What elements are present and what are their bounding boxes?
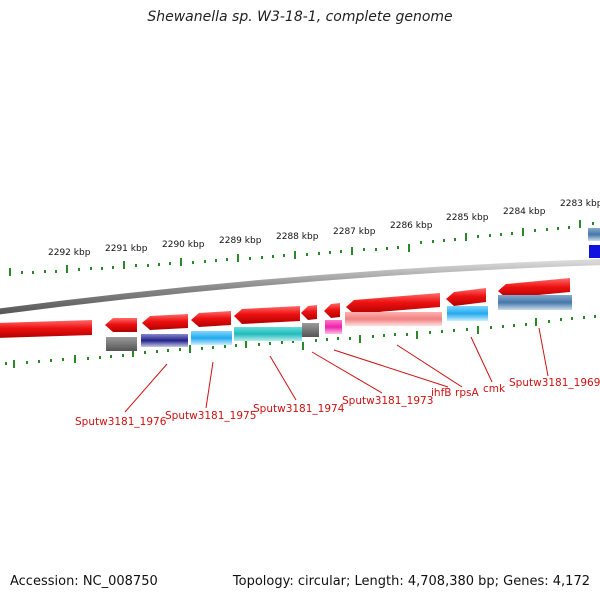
gene-label[interactable]: Sputw3181_1973: [342, 395, 433, 407]
feature-blue-edge[interactable]: [589, 245, 600, 258]
kbp-label: 2285 kbp: [446, 213, 489, 223]
cog-box-gray[interactable]: [302, 323, 319, 337]
cog-box-steel-blue[interactable]: [498, 295, 572, 310]
cog-box-gray[interactable]: [106, 337, 137, 351]
kbp-label: 2289 kbp: [219, 236, 262, 246]
cds-arrow[interactable]: [324, 303, 340, 318]
gene-labels: Sputw3181_1976 Sputw3181_1975 Sputw3181_…: [75, 377, 600, 428]
kbp-label: 2284 kbp: [503, 207, 546, 217]
kbp-label: 2290 kbp: [162, 240, 205, 250]
gene-label[interactable]: cmk: [483, 383, 506, 395]
cog-box-navy[interactable]: [141, 334, 188, 347]
cds-arrow[interactable]: [498, 278, 570, 298]
cog-boxes: [106, 295, 572, 351]
topology-label: Topology: circular; Length: 4,708,380 bp…: [232, 574, 590, 589]
cds-arrow[interactable]: [446, 288, 486, 306]
gene-label[interactable]: Sputw3181_1969: [509, 377, 600, 389]
cog-box-teal[interactable]: [234, 327, 302, 341]
gene-label[interactable]: ihfB: [431, 387, 451, 399]
leader-lines: [124, 327, 549, 413]
cds-arrows: [0, 278, 570, 338]
map-title: Shewanella sp. W3-18-1, complete genome: [147, 9, 453, 25]
cds-arrow[interactable]: [234, 306, 300, 324]
gene-label[interactable]: rpsA: [455, 387, 479, 399]
accession-label: Accession: NC_008750: [10, 574, 158, 589]
genome-backbone: [0, 259, 600, 315]
cds-arrow[interactable]: [105, 318, 137, 332]
cds-arrow[interactable]: [346, 293, 440, 314]
kbp-labels: 2292 kbp 2291 kbp 2290 kbp 2289 kbp 2288…: [48, 199, 600, 258]
kbp-label: 2287 kbp: [333, 227, 376, 237]
inner-ruler-minor: [5, 315, 596, 365]
cds-arrow[interactable]: [142, 314, 188, 330]
kbp-label: 2292 kbp: [48, 248, 91, 258]
kbp-label: 2283 kbp: [560, 199, 600, 209]
cog-box-salmon[interactable]: [345, 312, 442, 326]
cds-arrow[interactable]: [0, 320, 92, 338]
cds-arrow[interactable]: [301, 305, 317, 320]
gene-label[interactable]: Sputw3181_1974: [253, 403, 345, 415]
kbp-label: 2286 kbp: [390, 221, 433, 231]
cds-arrow[interactable]: [191, 311, 231, 327]
gene-label[interactable]: Sputw3181_1976: [75, 416, 167, 428]
outer-ruler-minor: [21, 222, 594, 274]
cog-box-magenta[interactable]: [325, 320, 342, 334]
feature-steel-blue-edge[interactable]: [588, 228, 600, 241]
inner-ruler: [13, 318, 537, 368]
cog-box-sky-blue[interactable]: [191, 331, 232, 345]
kbp-label: 2288 kbp: [276, 232, 319, 242]
cog-box-sky-blue[interactable]: [447, 306, 488, 321]
outer-ruler: [9, 220, 581, 276]
kbp-label: 2291 kbp: [105, 244, 148, 254]
gene-label[interactable]: Sputw3181_1975: [165, 410, 256, 422]
